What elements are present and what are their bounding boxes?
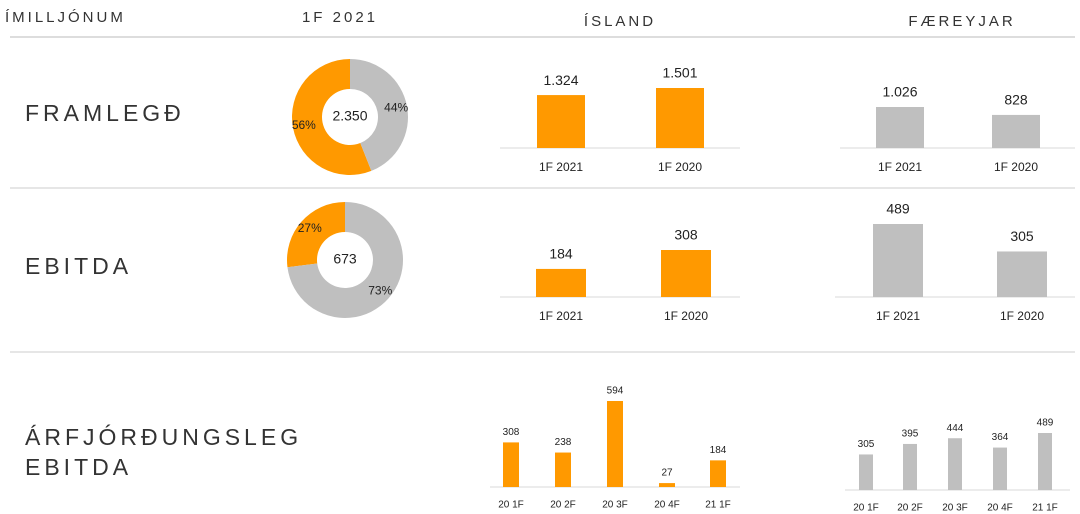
bar xyxy=(537,95,585,148)
bar-value: 305 xyxy=(858,439,875,450)
slice-label: 73% xyxy=(368,283,392,297)
x-tick-label: 1F 2021 xyxy=(539,309,583,323)
x-tick-label: 1F 2020 xyxy=(658,160,702,174)
donut-total: 2.350 xyxy=(332,108,367,124)
bar xyxy=(659,483,675,487)
period-label: 1F 2021 xyxy=(302,9,378,26)
bar xyxy=(661,250,711,297)
x-tick-label: 21 1F xyxy=(705,500,731,511)
x-tick-label: 20 4F xyxy=(987,503,1013,514)
column-title: ÍSLAND xyxy=(584,13,656,30)
bar-value: 489 xyxy=(886,201,910,217)
bar xyxy=(607,401,623,487)
bar-value: 1.324 xyxy=(543,72,578,88)
x-tick-label: 1F 2020 xyxy=(1000,309,1044,323)
bar-value: 308 xyxy=(503,427,520,438)
bar xyxy=(876,107,924,148)
bar xyxy=(992,114,1040,148)
bar-value: 184 xyxy=(710,445,727,456)
bar-value: 238 xyxy=(555,437,572,448)
slice-label: 44% xyxy=(384,100,408,114)
bar xyxy=(536,268,586,297)
bar xyxy=(503,442,519,487)
x-tick-label: 20 1F xyxy=(498,500,524,511)
row-label: FRAMLEGÐ xyxy=(25,100,185,126)
donut-slice xyxy=(287,202,403,318)
bar-value: 308 xyxy=(674,227,698,243)
donut-slice xyxy=(292,59,372,175)
bar-value: 444 xyxy=(947,423,964,434)
x-tick-label: 1F 2021 xyxy=(878,160,922,174)
bar-value: 489 xyxy=(1037,418,1054,429)
x-tick-label: 20 2F xyxy=(550,500,576,511)
bar-value: 395 xyxy=(902,429,919,440)
donut-slice xyxy=(350,59,409,171)
bar-value: 27 xyxy=(661,468,673,479)
x-tick-label: 20 3F xyxy=(602,500,628,511)
row-label: EBITDA xyxy=(25,454,132,480)
x-tick-label: 20 3F xyxy=(942,503,968,514)
bar xyxy=(656,88,704,148)
bar xyxy=(1038,433,1052,490)
x-tick-label: 1F 2021 xyxy=(539,160,583,174)
bar xyxy=(555,452,571,487)
bar xyxy=(710,460,726,487)
bar xyxy=(948,438,962,490)
bar-value: 305 xyxy=(1010,228,1034,244)
bar xyxy=(997,251,1047,297)
bar xyxy=(903,443,917,490)
bar-value: 828 xyxy=(1004,92,1028,108)
bar-value: 184 xyxy=(549,246,573,262)
x-tick-label: 20 2F xyxy=(897,503,923,514)
bar-value: 594 xyxy=(607,386,624,397)
donut-total: 673 xyxy=(333,251,357,267)
donut-slice xyxy=(286,202,345,268)
x-tick-label: 1F 2020 xyxy=(994,160,1038,174)
x-tick-label: 20 4F xyxy=(654,500,680,511)
slice-label: 27% xyxy=(298,221,322,235)
column-title: FÆREYJAR xyxy=(908,13,1015,30)
unit-label: ÍMILLJÓNUM xyxy=(5,9,126,26)
row-label: ÁRFJÓRÐUNGSLEG xyxy=(25,424,302,450)
bar-value: 364 xyxy=(992,432,1009,443)
x-tick-label: 21 1F xyxy=(1032,503,1058,514)
slice-label: 56% xyxy=(292,118,316,132)
x-tick-label: 1F 2021 xyxy=(876,309,920,323)
bar xyxy=(873,224,923,297)
bar xyxy=(859,454,873,490)
row-label: EBITDA xyxy=(25,253,132,279)
x-tick-label: 20 1F xyxy=(853,503,879,514)
x-tick-label: 1F 2020 xyxy=(664,309,708,323)
bar-value: 1.026 xyxy=(882,84,917,100)
bar xyxy=(993,447,1007,490)
bar-value: 1.501 xyxy=(662,65,697,81)
